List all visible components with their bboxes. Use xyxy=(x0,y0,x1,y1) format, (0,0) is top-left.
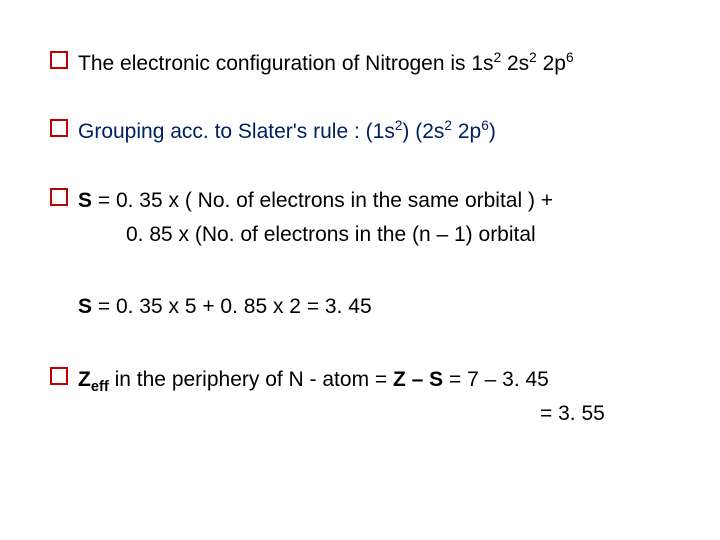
bullet-row-4: Zeff in the periphery of N - atom = Z – … xyxy=(50,366,670,394)
bullet-row-3: S = 0. 35 x ( No. of electrons in the sa… xyxy=(50,187,670,215)
zeff-line2-row: = 3. 55 xyxy=(50,400,670,428)
formula-line2: 0. 85 x (No. of electrons in the (n – 1)… xyxy=(78,221,536,249)
zeff-line2: = 3. 55 xyxy=(50,400,605,428)
formula-line3-row: S = 0. 35 x 5 + 0. 85 x 2 = 3. 45 xyxy=(50,293,670,321)
square-bullet-icon xyxy=(50,119,68,137)
formula-result: S = 0. 35 x 5 + 0. 85 x 2 = 3. 45 xyxy=(78,293,372,321)
formula-line1: S = 0. 35 x ( No. of electrons in the sa… xyxy=(78,187,553,215)
bullet-row-1: The electronic configuration of Nitrogen… xyxy=(50,50,670,78)
config-text: The electronic configuration of Nitrogen… xyxy=(78,50,574,78)
bullet-row-2: Grouping acc. to Slater's rule : (1s2) (… xyxy=(50,118,670,146)
square-bullet-icon xyxy=(50,367,68,385)
square-bullet-icon xyxy=(50,188,68,206)
grouping-text: Grouping acc. to Slater's rule : (1s2) (… xyxy=(78,118,496,146)
square-bullet-icon xyxy=(50,51,68,69)
zeff-line1: Zeff in the periphery of N - atom = Z – … xyxy=(78,366,549,394)
formula-line2-row: 0. 85 x (No. of electrons in the (n – 1)… xyxy=(50,221,670,249)
